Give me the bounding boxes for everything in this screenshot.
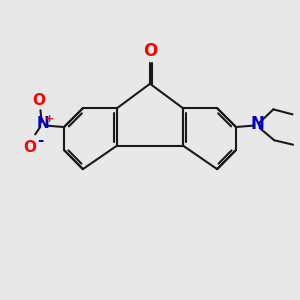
Text: O: O: [143, 42, 157, 60]
Text: O: O: [32, 93, 46, 108]
Text: N: N: [250, 115, 264, 133]
Text: -: -: [37, 133, 44, 148]
Text: O: O: [23, 140, 36, 155]
Text: N: N: [36, 116, 49, 131]
Text: +: +: [45, 114, 54, 124]
